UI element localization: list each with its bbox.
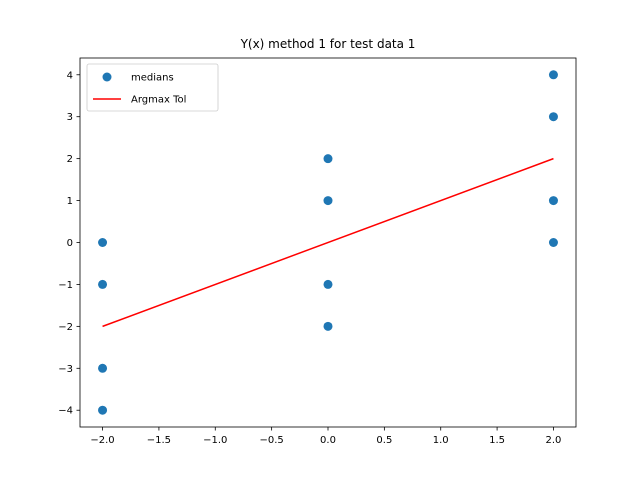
data-point [98,238,108,247]
data-point [323,279,333,289]
plot-area [98,70,558,415]
data-point [323,154,333,164]
y-tick-label: 3 [67,112,73,123]
series-line-argmax-tol [102,157,554,328]
x-tick-label: −0.5 [259,435,283,446]
x-tick-label: −2.0 [90,435,114,446]
y-tick-label: 0 [67,238,73,249]
data-point [98,279,108,289]
x-tick-label: 1.5 [489,435,505,446]
legend: medians Argmax Tol [86,63,219,112]
data-point [323,321,333,331]
x-tick-label: 0.5 [376,435,392,446]
data-point [548,112,558,122]
data-point [98,405,108,415]
x-tick-label: 1.0 [433,435,449,446]
legend-label: Argmax Tol [131,95,186,106]
data-point [548,70,558,80]
x-tick-label: 0.0 [320,435,336,446]
y-tick-label: 1 [67,196,73,207]
data-point [548,196,558,206]
y-tick-label: 4 [67,70,73,81]
y-tick-label: 2 [67,154,73,165]
y-tick-label: −4 [58,406,73,417]
x-tick-label: −1.5 [147,435,171,446]
data-point [323,196,333,206]
chart-title: Y(x) method 1 for test data 1 [240,37,416,51]
data-point [548,238,558,247]
x-tick-label: 2.0 [546,435,562,446]
y-tick-label: −3 [58,364,73,375]
axes: −2.0 −1.5 −1.0 −0.5 0.0 0.5 1.0 1.5 2.0 −4 −3 −2 −1 0… [58,57,577,446]
x-tick-label: −1.0 [203,435,227,446]
data-point [98,363,108,373]
y-tick-label: −1 [58,280,73,291]
y-tick-label: −2 [58,322,73,333]
legend-label: medians [131,73,174,84]
legend-marker-medians [102,72,112,82]
